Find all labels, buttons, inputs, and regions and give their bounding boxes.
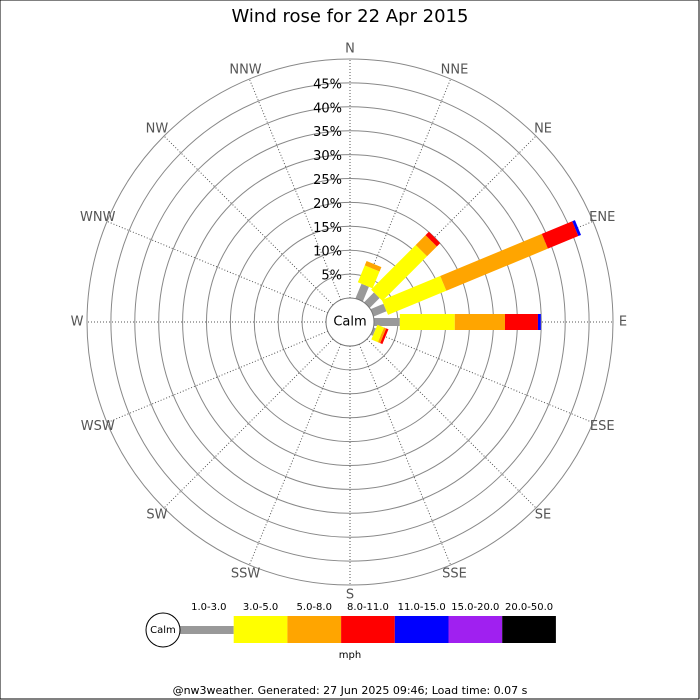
legend-label: 3.0-5.0 bbox=[243, 602, 278, 613]
wind-segment bbox=[381, 275, 447, 315]
direction-line bbox=[358, 343, 452, 566]
legend-label: 11.0-15.0 bbox=[398, 602, 446, 613]
legend-calm-label: Calm bbox=[150, 625, 176, 636]
wind-segment bbox=[541, 221, 579, 249]
direction-line bbox=[248, 343, 342, 566]
wind-segment bbox=[355, 283, 369, 302]
legend-label: 15.0-20.0 bbox=[451, 602, 499, 613]
r-tick-label: 10% bbox=[313, 245, 342, 260]
wind-segment bbox=[504, 314, 538, 330]
legend-label: 5.0-8.0 bbox=[297, 602, 332, 613]
direction-label: NNW bbox=[229, 62, 261, 77]
direction-label: WSW bbox=[81, 419, 115, 434]
wind-segment bbox=[415, 235, 437, 257]
direction-line bbox=[106, 330, 329, 424]
grid-ring bbox=[110, 82, 590, 562]
wind-segment bbox=[440, 233, 548, 291]
r-tick-label: 30% bbox=[313, 149, 342, 164]
direction-label: SW bbox=[146, 508, 167, 523]
wind-segment bbox=[370, 327, 376, 336]
unit-label: mph bbox=[339, 650, 361, 661]
wind-segment bbox=[357, 265, 380, 289]
legend-swatch bbox=[394, 616, 449, 643]
direction-label: WNW bbox=[80, 210, 116, 225]
direction-label: N bbox=[345, 42, 355, 57]
wind-segment bbox=[454, 314, 505, 330]
legend-swatch bbox=[502, 616, 556, 643]
direction-label: E bbox=[619, 315, 627, 330]
wind-segment bbox=[364, 292, 380, 308]
outer-ring bbox=[86, 58, 614, 586]
direction-label: ESE bbox=[590, 419, 615, 434]
direction-label: NW bbox=[146, 121, 169, 136]
wind-segment bbox=[399, 314, 455, 330]
wind-segment bbox=[377, 327, 387, 344]
legend-swatch bbox=[180, 626, 234, 634]
wind-segment bbox=[380, 328, 389, 345]
footer: @nw3weather. Generated: 27 Jun 2025 09:4… bbox=[173, 684, 528, 697]
r-tick-label: 35% bbox=[313, 125, 342, 140]
direction-label: SSE bbox=[442, 567, 467, 582]
wind-segment bbox=[537, 314, 541, 330]
direction-line bbox=[366, 338, 537, 509]
r-tick-label: 25% bbox=[313, 173, 342, 188]
direction-label: NE bbox=[534, 121, 552, 136]
wind-segment bbox=[371, 244, 428, 301]
direction-label: NNE bbox=[441, 62, 469, 77]
r-tick-label: 5% bbox=[321, 269, 342, 284]
direction-line bbox=[371, 330, 594, 424]
r-tick-label: 40% bbox=[313, 101, 342, 116]
wind-segment bbox=[364, 260, 382, 272]
r-tick-label: 20% bbox=[313, 197, 342, 212]
grid-ring bbox=[158, 130, 542, 514]
legend-swatch bbox=[448, 616, 503, 643]
r-tick-label: 15% bbox=[313, 221, 342, 236]
legend-label: 1.0-3.0 bbox=[191, 602, 226, 613]
direction-line bbox=[358, 78, 452, 301]
calm-label: Calm bbox=[333, 315, 366, 330]
direction-label: W bbox=[71, 315, 84, 330]
legend-label: 8.0-11.0 bbox=[347, 602, 389, 613]
legend-label: 20.0-50.0 bbox=[505, 602, 553, 613]
calm-circle bbox=[325, 297, 375, 347]
legend-calm-circle bbox=[145, 612, 181, 648]
direction-line bbox=[106, 220, 329, 314]
direction-label: S bbox=[346, 588, 354, 603]
direction-line bbox=[163, 135, 334, 306]
wind-segment bbox=[572, 220, 582, 237]
direction-line bbox=[248, 78, 342, 301]
direction-label: SSW bbox=[231, 567, 261, 582]
direction-line bbox=[163, 338, 334, 509]
wind-segment bbox=[425, 231, 441, 247]
direction-label: SE bbox=[535, 508, 551, 523]
r-tick-label: 45% bbox=[313, 77, 342, 92]
wind-segment bbox=[374, 318, 400, 326]
wind-segment bbox=[370, 303, 387, 317]
direction-label: ENE bbox=[589, 210, 615, 225]
chart-title: Wind rose for 22 Apr 2015 bbox=[232, 6, 469, 27]
grid-ring bbox=[134, 106, 566, 538]
wind-segment bbox=[371, 324, 385, 343]
legend-swatch bbox=[341, 616, 395, 643]
legend-swatch bbox=[233, 616, 288, 643]
legend-swatch bbox=[287, 616, 342, 643]
